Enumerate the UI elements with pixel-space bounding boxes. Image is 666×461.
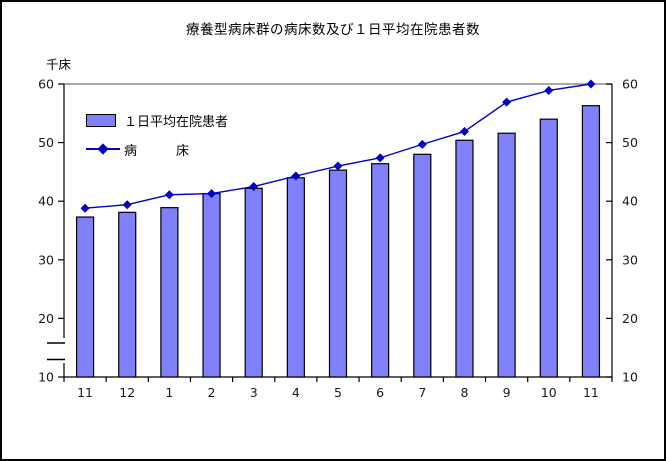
diamond-marker-month-3 xyxy=(249,182,259,192)
chart-legend: １日平均在院患者 病 床 xyxy=(86,110,228,159)
x-tick-label: 10 xyxy=(541,385,557,400)
diamond-icon xyxy=(97,143,109,155)
x-tick-label: 4 xyxy=(292,385,300,400)
diamond-marker-month-7 xyxy=(417,139,427,149)
y-tick-label-left: 40 xyxy=(38,194,54,209)
y-tick-label-left: 10 xyxy=(38,370,54,385)
bar-month-8 xyxy=(455,139,474,378)
bar-month-1 xyxy=(160,207,179,378)
y-tick-label-right: 30 xyxy=(622,252,638,267)
x-tick-label: 12 xyxy=(119,385,135,400)
y-tick-label-right: 40 xyxy=(622,194,638,209)
diamond-marker-month-11 xyxy=(586,79,596,89)
x-tick-label: 9 xyxy=(503,385,511,400)
legend-inpatients-label: １日平均在院患者 xyxy=(124,114,229,130)
x-tick-label: 3 xyxy=(250,385,258,400)
y-tick-label-left: 50 xyxy=(38,135,54,150)
y-tick-label-right: 20 xyxy=(622,311,638,326)
y-tick-label-right: 50 xyxy=(622,135,638,150)
bar-month-3 xyxy=(244,187,263,378)
bar-month-2 xyxy=(202,192,221,378)
diamond-marker-month-10 xyxy=(544,85,554,95)
y-axis-unit-label: 千床 xyxy=(46,57,72,72)
x-tick-label: 8 xyxy=(460,385,468,400)
x-tick-label: 6 xyxy=(376,385,384,400)
x-tick-label: 11 xyxy=(583,385,599,400)
diamond-marker-month-12 xyxy=(122,200,132,210)
diamond-marker-month-4 xyxy=(291,171,301,181)
bar-month-7 xyxy=(413,153,432,378)
x-tick-label: 5 xyxy=(334,385,342,400)
bar-month-5 xyxy=(328,169,348,378)
diamond-marker-month-1 xyxy=(164,190,174,200)
bar-month-4 xyxy=(286,177,305,378)
diamond-marker-month-5 xyxy=(333,161,343,171)
bar-month-6 xyxy=(371,163,390,378)
bar-month-12 xyxy=(118,211,137,378)
diamond-marker-month-6 xyxy=(375,153,385,163)
legend-item-inpatients: １日平均在院患者 xyxy=(86,110,228,130)
x-tick-label: 7 xyxy=(418,385,426,400)
x-tick-label: 11 xyxy=(77,385,93,400)
diamond-marker-month-11 xyxy=(80,203,90,213)
y-tick-label-left: 30 xyxy=(38,252,54,267)
x-tick-label: 2 xyxy=(208,385,216,400)
y-tick-label-left: 20 xyxy=(38,311,54,326)
bar-month-11 xyxy=(581,105,601,378)
line-marker-icon xyxy=(86,143,120,155)
diamond-marker-month-2 xyxy=(207,189,217,199)
chart-title: 療養型病床群の病床数及び１日平均在院患者数 xyxy=(186,22,480,38)
diamond-marker-month-8 xyxy=(459,126,469,136)
x-tick-label: 1 xyxy=(165,385,173,400)
diamond-marker-month-9 xyxy=(502,97,512,107)
bar-swatch-icon xyxy=(86,113,116,127)
bar-month-10 xyxy=(539,118,558,378)
legend-beds-label: 病 床 xyxy=(124,143,190,159)
y-tick-label-right: 10 xyxy=(622,370,638,385)
legend-item-beds: 病 床 xyxy=(86,139,228,159)
y-tick-label-right: 60 xyxy=(622,77,638,92)
bar-month-11 xyxy=(75,216,95,378)
y-tick-label-left: 60 xyxy=(38,77,54,92)
bar-month-9 xyxy=(497,132,516,378)
